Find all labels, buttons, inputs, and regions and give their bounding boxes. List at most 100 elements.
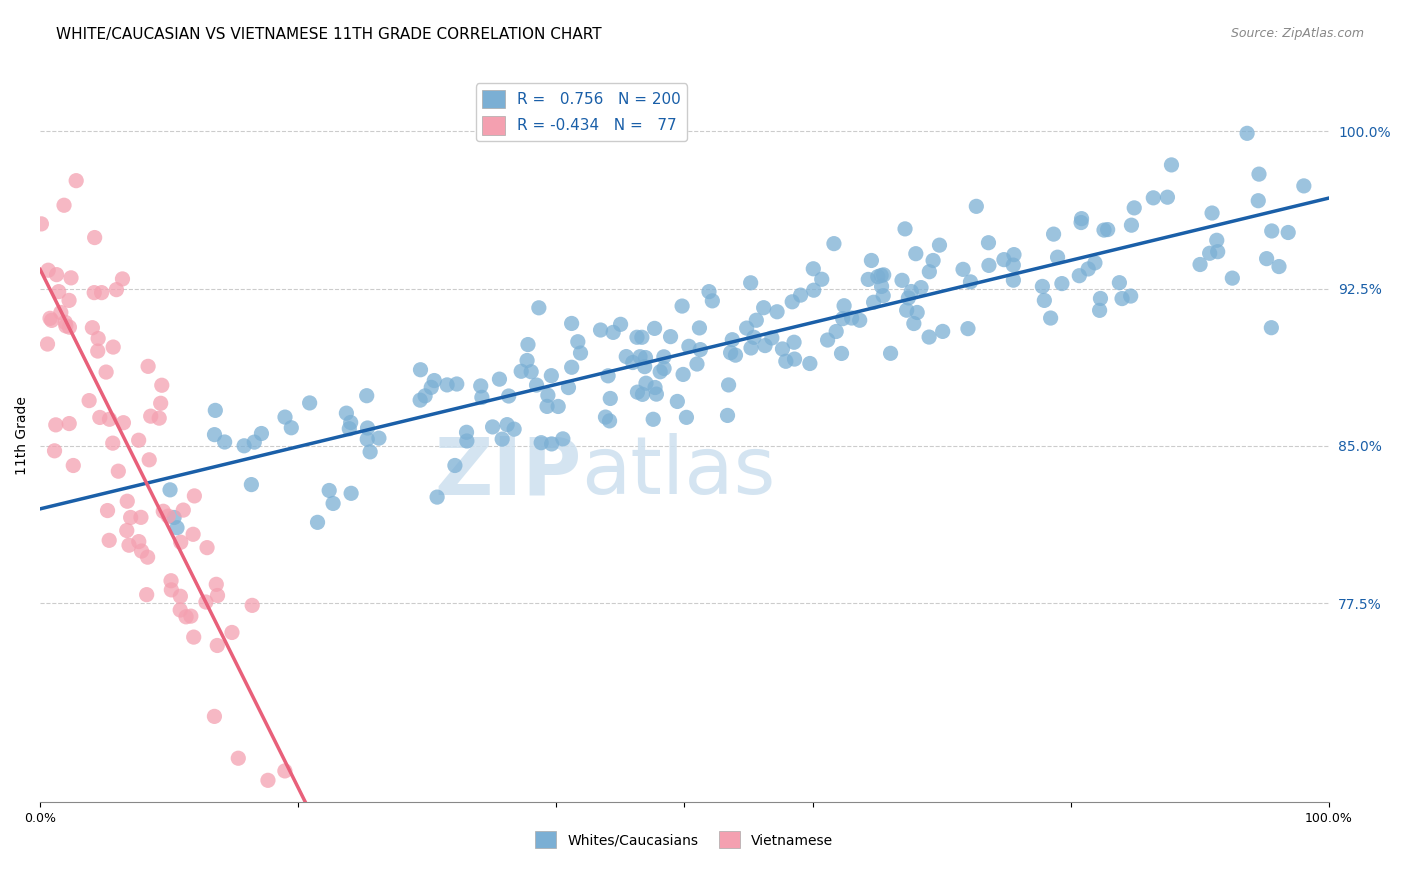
Point: [536, 400, 558, 414]
Point: [98, 412, 121, 426]
Point: [922, 253, 945, 268]
Point: [977, 235, 1000, 250]
Point: [675, 410, 697, 425]
Point: [337, 422, 360, 436]
Point: [117, 494, 139, 508]
Point: [1206, 244, 1229, 259]
Point: [128, 534, 150, 549]
Point: [688, 321, 710, 335]
Point: [993, 252, 1015, 267]
Point: [471, 390, 494, 404]
Point: [540, 368, 562, 383]
Point: [866, 269, 889, 284]
Point: [409, 393, 432, 408]
Point: [62, 458, 84, 473]
Point: [801, 261, 824, 276]
Point: [41, 313, 63, 327]
Point: [724, 348, 747, 362]
Point: [720, 345, 742, 359]
Point: [446, 377, 468, 392]
Point: [45, 268, 67, 282]
Point: [870, 279, 893, 293]
Point: [879, 346, 901, 360]
Point: [83, 285, 105, 300]
Point: [94, 365, 117, 379]
Point: [120, 510, 142, 524]
Point: [650, 365, 672, 379]
Point: [772, 342, 794, 356]
Point: [356, 389, 378, 403]
Point: [1119, 289, 1142, 303]
Point: [557, 381, 579, 395]
Point: [44, 443, 66, 458]
Point: [832, 299, 855, 313]
Point: [107, 464, 129, 478]
Point: [1261, 224, 1284, 238]
Point: [1292, 178, 1315, 193]
Text: Source: ZipAtlas.com: Source: ZipAtlas.com: [1230, 27, 1364, 40]
Point: [233, 439, 256, 453]
Point: [928, 238, 950, 252]
Point: [498, 389, 520, 403]
Point: [860, 253, 883, 268]
Point: [30, 217, 52, 231]
Point: [754, 338, 776, 352]
Point: [900, 285, 922, 299]
Point: [183, 489, 205, 503]
Point: [214, 435, 236, 450]
Point: [1002, 273, 1025, 287]
Point: [183, 630, 205, 644]
Point: [1108, 276, 1130, 290]
Point: [205, 577, 228, 591]
Point: [858, 272, 880, 286]
Point: [53, 315, 76, 329]
Point: [166, 521, 188, 535]
Point: [789, 288, 811, 302]
Point: [686, 357, 709, 371]
Point: [1268, 260, 1291, 274]
Point: [103, 340, 125, 354]
Point: [626, 330, 648, 344]
Point: [194, 595, 217, 609]
Point: [359, 445, 381, 459]
Point: [169, 589, 191, 603]
Point: [634, 376, 657, 391]
Point: [959, 275, 981, 289]
Point: [240, 477, 263, 491]
Point: [58, 293, 80, 308]
Point: [160, 582, 183, 597]
Point: [644, 321, 666, 335]
Point: [503, 422, 526, 436]
Point: [614, 350, 637, 364]
Point: [740, 276, 762, 290]
Point: [149, 396, 172, 410]
Point: [1205, 233, 1227, 247]
Legend: Whites/Caucasians, Vietnamese: Whites/Caucasians, Vietnamese: [530, 826, 839, 854]
Point: [307, 516, 329, 530]
Point: [752, 301, 775, 315]
Point: [609, 318, 631, 332]
Point: [195, 541, 218, 555]
Point: [368, 431, 391, 445]
Point: [139, 409, 162, 424]
Point: [101, 436, 124, 450]
Point: [1042, 227, 1064, 241]
Point: [413, 389, 436, 403]
Point: [520, 365, 543, 379]
Point: [356, 432, 378, 446]
Point: [1247, 194, 1270, 208]
Point: [169, 603, 191, 617]
Point: [420, 380, 443, 394]
Point: [561, 317, 583, 331]
Point: [221, 625, 243, 640]
Point: [159, 483, 181, 497]
Point: [1097, 222, 1119, 236]
Point: [339, 416, 361, 430]
Point: [1256, 252, 1278, 266]
Point: [602, 326, 624, 340]
Point: [112, 416, 135, 430]
Point: [280, 421, 302, 435]
Point: [702, 293, 724, 308]
Point: [135, 588, 157, 602]
Point: [77, 393, 100, 408]
